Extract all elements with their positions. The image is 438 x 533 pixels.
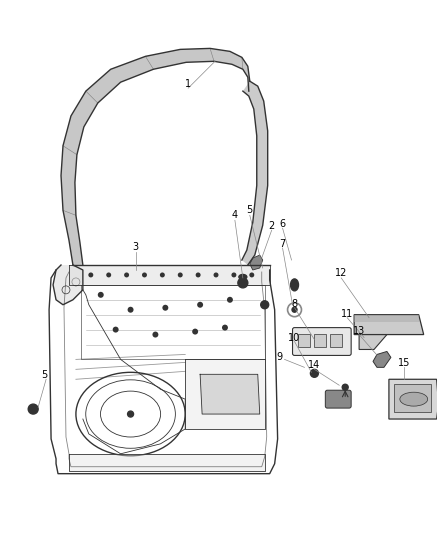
Text: 7: 7 <box>279 239 286 249</box>
Circle shape <box>214 272 219 278</box>
Circle shape <box>98 292 104 298</box>
Circle shape <box>88 272 93 278</box>
Bar <box>298 334 311 348</box>
Text: 15: 15 <box>398 358 410 368</box>
Bar <box>330 334 342 348</box>
Text: 6: 6 <box>279 219 286 229</box>
Text: 12: 12 <box>335 268 347 278</box>
Circle shape <box>142 272 147 278</box>
Circle shape <box>127 307 134 313</box>
Circle shape <box>162 305 168 311</box>
Text: 8: 8 <box>291 299 297 309</box>
Text: 3: 3 <box>132 242 138 252</box>
Polygon shape <box>242 81 268 265</box>
Circle shape <box>238 278 248 288</box>
Circle shape <box>178 272 183 278</box>
Bar <box>314 334 326 348</box>
Polygon shape <box>394 384 431 412</box>
Text: 10: 10 <box>288 333 300 343</box>
Text: 11: 11 <box>341 309 353 319</box>
Circle shape <box>160 272 165 278</box>
Circle shape <box>292 307 297 312</box>
Ellipse shape <box>239 274 247 279</box>
Text: 5: 5 <box>247 205 253 215</box>
Circle shape <box>261 301 268 309</box>
Circle shape <box>192 329 198 335</box>
Circle shape <box>196 272 201 278</box>
Circle shape <box>28 404 38 414</box>
Polygon shape <box>373 351 391 367</box>
Text: 4: 4 <box>232 211 238 220</box>
Polygon shape <box>250 255 263 270</box>
Polygon shape <box>185 359 265 429</box>
Circle shape <box>106 272 111 278</box>
Ellipse shape <box>400 392 427 406</box>
Text: 14: 14 <box>308 360 321 370</box>
Polygon shape <box>200 374 260 414</box>
Polygon shape <box>61 49 250 265</box>
Circle shape <box>127 411 134 417</box>
Circle shape <box>342 384 348 390</box>
Circle shape <box>311 369 318 377</box>
Polygon shape <box>53 265 83 305</box>
Text: 1: 1 <box>185 79 191 89</box>
Polygon shape <box>354 314 419 321</box>
Polygon shape <box>69 454 265 471</box>
Polygon shape <box>389 379 438 419</box>
Circle shape <box>152 332 159 337</box>
Text: 2: 2 <box>268 221 275 231</box>
Text: 13: 13 <box>353 326 365 336</box>
Circle shape <box>197 302 203 308</box>
Circle shape <box>113 327 119 333</box>
Circle shape <box>124 272 129 278</box>
FancyBboxPatch shape <box>293 328 351 356</box>
Circle shape <box>231 272 237 278</box>
Circle shape <box>227 297 233 303</box>
Text: 5: 5 <box>41 370 47 381</box>
FancyBboxPatch shape <box>325 390 351 408</box>
Polygon shape <box>69 265 270 285</box>
Polygon shape <box>354 314 424 335</box>
Polygon shape <box>359 325 387 350</box>
Text: 9: 9 <box>276 352 283 362</box>
Ellipse shape <box>290 279 298 291</box>
Circle shape <box>249 272 254 278</box>
Circle shape <box>222 325 228 330</box>
